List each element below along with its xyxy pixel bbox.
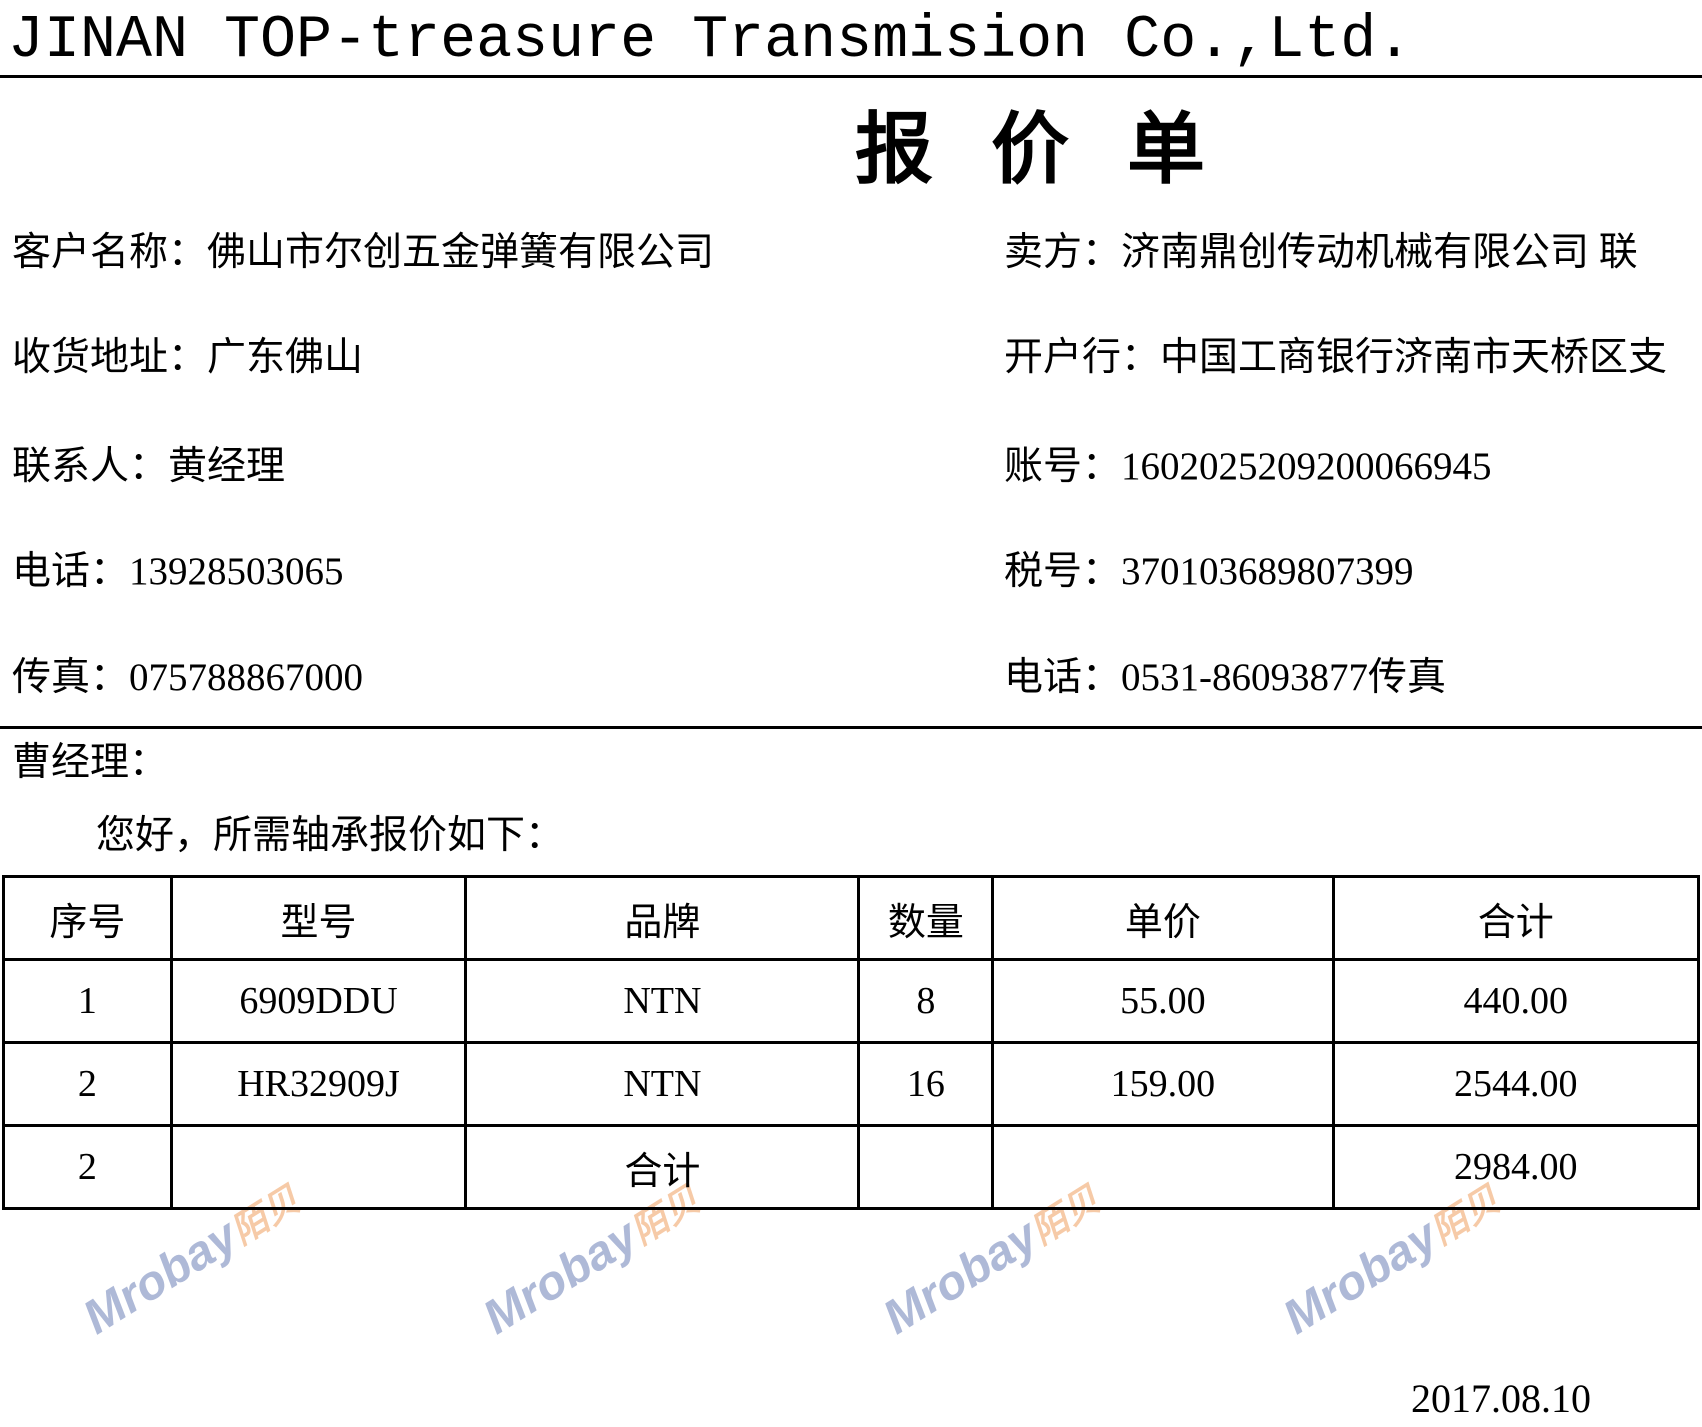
seller-phone: 电话：0531-86093877传真 <box>1004 656 1446 699</box>
table-cell: 440.00 <box>1331 958 1701 1044</box>
header-cell: 数量 <box>857 875 995 961</box>
seller-bank: 开户行：中国工商银行济南市天桥区支 <box>1004 336 1668 379</box>
customer-contact: 联系人：黄经理 <box>12 445 286 488</box>
quote-table: 序号 型号 品牌 数量 单价 合计 1 6909DDU NTN 8 55.00 … <box>2 875 1701 1210</box>
company-name: JINAN TOP-treasure Transmision Co.,Ltd. <box>8 7 1413 75</box>
header-cell: 型号 <box>169 875 468 961</box>
customer-address: 收货地址：广东佛山 <box>12 336 364 379</box>
salutation: 曹经理： <box>12 741 169 784</box>
table-cell: 2 <box>2 1041 173 1127</box>
table-cell <box>169 1124 468 1210</box>
customer-name: 客户名称：佛山市尔创五金弹簧有限公司 <box>12 231 715 274</box>
customer-phone: 电话：13928503065 <box>12 550 344 593</box>
table-cell: 6909DDU <box>169 958 468 1044</box>
table-cell: 1 <box>2 958 173 1044</box>
header-cell: 品牌 <box>464 875 861 961</box>
table-cell: 55.00 <box>991 958 1335 1044</box>
customer-fax: 传真：075788867000 <box>12 656 364 699</box>
table-cell: 2984.00 <box>1331 1124 1701 1210</box>
quote-date: 2017.08.10 <box>1411 1376 1591 1421</box>
table-cell: 合计 <box>464 1124 861 1210</box>
table-cell: 2 <box>2 1124 173 1210</box>
seller-name: 卖方：济南鼎创传动机械有限公司 联 <box>1004 231 1638 274</box>
table-cell <box>857 1124 995 1210</box>
seller-account: 账号：1602025209200066945 <box>1004 445 1492 488</box>
table-cell: HR32909J <box>169 1041 468 1127</box>
seller-tax-id: 税号：370103689807399 <box>1004 550 1414 593</box>
table-cell: 16 <box>857 1041 995 1127</box>
table-cell: NTN <box>464 958 861 1044</box>
table-cell: 2544.00 <box>1331 1041 1701 1127</box>
table-cell: 8 <box>857 958 995 1044</box>
header-cell: 合计 <box>1331 875 1701 961</box>
table-row: 2 HR32909J NTN 16 159.00 2544.00 <box>2 1041 1701 1127</box>
document-title: 报价单 <box>855 106 1264 193</box>
table-cell: 159.00 <box>991 1041 1335 1127</box>
header-cell: 单价 <box>991 875 1335 961</box>
table-cell <box>991 1124 1335 1210</box>
header-cell: 序号 <box>2 875 173 961</box>
header-divider <box>0 75 1702 78</box>
table-row: 1 6909DDU NTN 8 55.00 440.00 <box>2 958 1701 1044</box>
table-cell: NTN <box>464 1041 861 1127</box>
info-divider <box>0 726 1702 729</box>
greeting-text: 您好，所需轴承报价如下： <box>96 814 565 857</box>
table-total-row: 2 合计 2984.00 <box>2 1124 1701 1210</box>
table-header-row: 序号 型号 品牌 数量 单价 合计 <box>2 875 1701 961</box>
